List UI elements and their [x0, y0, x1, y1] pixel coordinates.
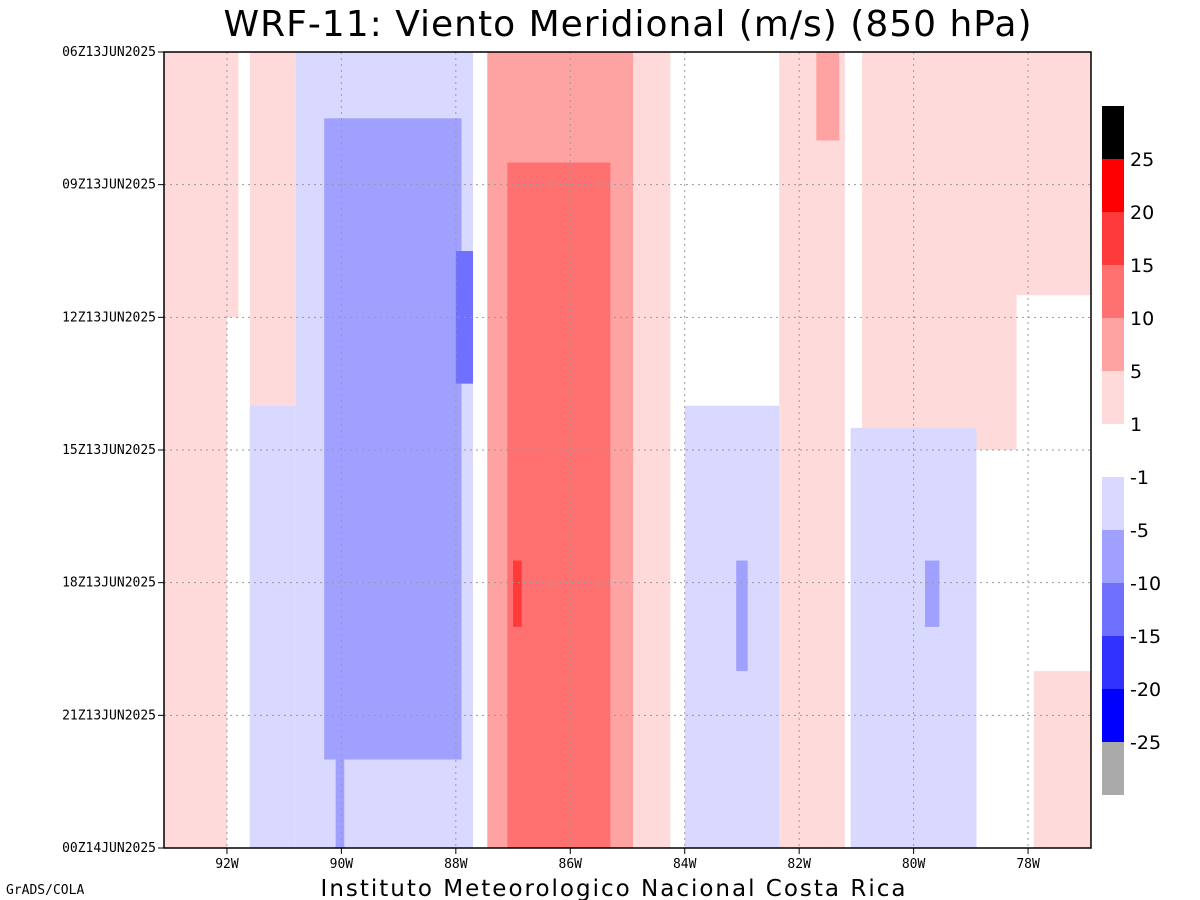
wind-region-9 [473, 52, 488, 848]
colorbar-label: 10 [1130, 308, 1154, 330]
y-tick-label: 18Z13JUN2025 [62, 576, 156, 591]
colorbar-label: 20 [1130, 202, 1154, 224]
colorbar-swatch [1102, 159, 1124, 212]
footer-institution: Instituto Meteorologico Nacional Costa R… [321, 876, 908, 900]
colorbar-swatch [1102, 106, 1124, 159]
y-tick-label: 21Z13JUN2025 [62, 708, 156, 723]
colorbar: 25 20 15 10 5 1 -1 -5 -10 -15 -20 -25 [1102, 106, 1161, 795]
x-tick-label: 82W [787, 857, 811, 872]
grid-lines [164, 52, 1091, 848]
x-axis: 92W 90W 88W 86W 84W 82W 80W 78W [215, 848, 1040, 872]
colorbar-swatch [1102, 212, 1124, 265]
colorbar-label: -1 [1130, 467, 1149, 489]
wind-region-16 [736, 560, 748, 672]
y-axis: 06Z13JUN2025 09Z13JUN2025 12Z13JUN2025 15Z1… [62, 45, 164, 856]
wind-region-22 [925, 560, 940, 627]
wind-region-24 [1016, 52, 1091, 296]
wind-region-20 [862, 52, 1017, 450]
y-tick-label: 06Z13JUN2025 [62, 45, 156, 60]
x-tick-label: 90W [330, 857, 354, 872]
wind-region-18 [816, 52, 840, 141]
colorbar-swatch [1102, 583, 1124, 636]
colorbar-label: 15 [1130, 255, 1154, 277]
wind-region-6 [324, 118, 462, 760]
y-tick-label: 00Z14JUN2025 [62, 841, 156, 856]
wind-region-4 [249, 405, 296, 848]
wind-region-12 [513, 560, 522, 627]
colorbar-label: -5 [1130, 520, 1149, 542]
colorbar-label: -20 [1130, 679, 1161, 701]
x-tick-label: 78W [1016, 857, 1040, 872]
colorbar-swatch [1102, 689, 1124, 742]
colorbar-label: -10 [1130, 573, 1161, 595]
colorbar-swatch [1102, 424, 1124, 477]
x-tick-label: 86W [559, 857, 583, 872]
y-tick-label: 09Z13JUN2025 [62, 178, 156, 193]
x-tick-label: 84W [673, 857, 697, 872]
x-tick-label: 88W [444, 857, 468, 872]
wind-region-25 [1033, 671, 1091, 848]
colorbar-label: 5 [1130, 361, 1142, 383]
colorbar-swatch [1102, 742, 1124, 795]
colorbar-swatch [1102, 318, 1124, 371]
colorbar-label: -15 [1130, 626, 1161, 648]
colorbar-label: -25 [1130, 732, 1161, 754]
x-tick-label: 80W [902, 857, 926, 872]
wind-region-11 [507, 162, 611, 848]
chart-title: WRF-11: Viento Meridional (m/s) (850 hPa… [224, 4, 1033, 45]
grads-credit: GrADS/COLA [6, 883, 84, 898]
colorbar-label: 1 [1130, 414, 1142, 436]
colorbar-swatch [1102, 636, 1124, 689]
colorbar-swatch [1102, 371, 1124, 424]
colorbar-swatch [1102, 477, 1124, 530]
x-tick-label: 92W [215, 857, 239, 872]
wind-region-15 [684, 405, 782, 848]
y-tick-label: 12Z13JUN2025 [62, 310, 156, 325]
colorbar-swatch [1102, 265, 1124, 318]
colorbar-swatch [1102, 530, 1124, 583]
plot-area [163, 51, 1092, 849]
y-tick-label: 15Z13JUN2025 [62, 443, 156, 458]
colorbar-label: 25 [1130, 149, 1154, 171]
